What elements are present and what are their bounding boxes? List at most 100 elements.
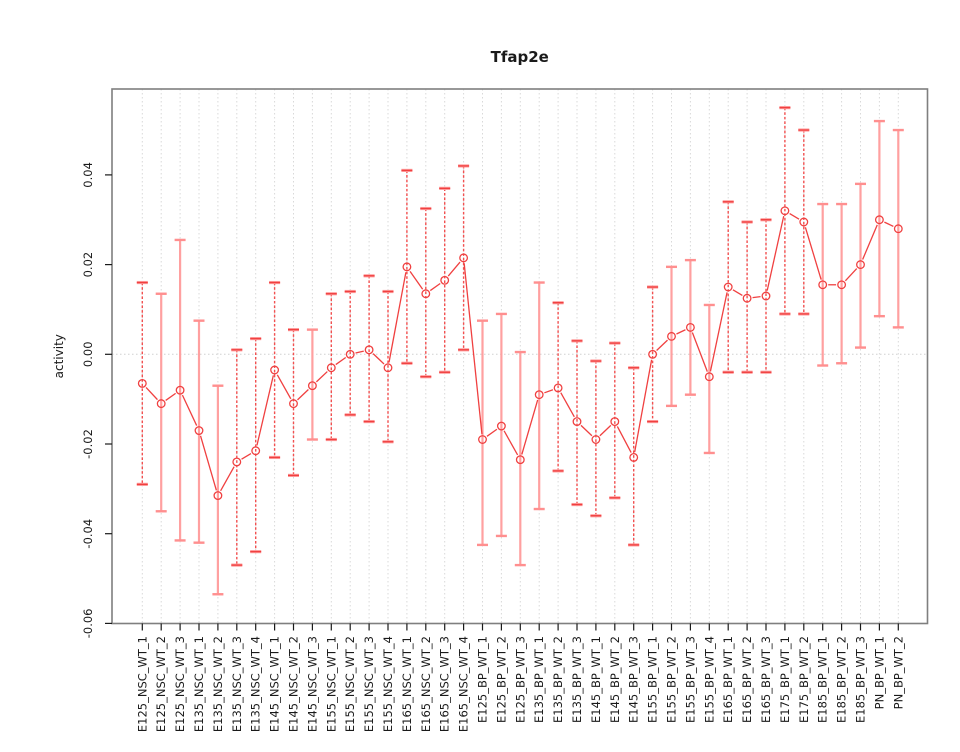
- error-bar: [382, 289, 394, 444]
- line-segment: [355, 350, 364, 354]
- data-point: [893, 224, 903, 234]
- data-point: [402, 262, 412, 272]
- line-segment: [486, 428, 498, 437]
- error-bar: [401, 168, 413, 365]
- data-point: [874, 215, 884, 225]
- x-tick-label: E125_NSC_WT_1: [135, 636, 149, 732]
- line-segment: [199, 435, 217, 491]
- error-bar: [552, 301, 564, 473]
- x-tick-label: E175_BP_WT_2: [797, 636, 811, 723]
- x-tick-label: E135_BP_WT_1: [532, 636, 546, 723]
- data-point: [307, 381, 317, 391]
- error-bar: [873, 119, 885, 318]
- x-tick-label: E155_BP_WT_1: [646, 636, 660, 723]
- y-axis-label: activity: [52, 334, 66, 378]
- data-point: [591, 435, 601, 444]
- y-axis: 0.04 0.02 0.00 -0.02 -0.04 -0.06: [81, 162, 112, 638]
- data-point: [837, 280, 847, 290]
- error-bar: [892, 128, 904, 329]
- line-segment: [447, 261, 461, 277]
- error-bar: [212, 384, 224, 596]
- x-tick-label: E125_BP_WT_1: [476, 636, 490, 723]
- x-tick-label: E185_BP_WT_1: [816, 636, 830, 723]
- x-tick-label: E185_BP_WT_2: [835, 636, 849, 723]
- data-point: [685, 322, 695, 332]
- data-point: [232, 457, 242, 467]
- line-segment: [844, 268, 858, 282]
- error-bar: [193, 319, 205, 544]
- line-segment: [503, 430, 519, 456]
- error-bar: [477, 319, 488, 547]
- data-point: [478, 435, 487, 444]
- data-point: [326, 363, 336, 373]
- line-segment: [616, 426, 632, 453]
- y-tick-label: 0.04: [81, 162, 95, 188]
- x-tick-label: E165_BP_WT_3: [759, 636, 773, 723]
- data-point: [723, 282, 733, 292]
- line-segment: [580, 424, 593, 437]
- data-point: [742, 293, 752, 303]
- tfap2e-plot-canvas: 0.04 0.02 0.00 -0.02 -0.04 -0.06 E125_NSC_WT_1…: [52, 48, 929, 732]
- data-point: [213, 491, 223, 501]
- error-bar: [420, 206, 432, 379]
- x-tick-label: E155_NSC_WT_2: [343, 636, 357, 732]
- line-segment: [429, 282, 441, 292]
- x-tick-label: E145_NSC_WT_1: [268, 636, 282, 732]
- x-tick-label: E175_BP_WT_1: [778, 636, 792, 723]
- error-bar: [798, 128, 810, 316]
- error-bar: [571, 339, 583, 507]
- error-bar: [855, 182, 866, 349]
- error-bar: [647, 285, 659, 424]
- error-bar: [628, 366, 640, 547]
- x-tick-label: E145_BP_WT_3: [627, 636, 641, 723]
- chart-title: Tfap2e: [491, 48, 549, 66]
- line-segment: [220, 466, 235, 492]
- data-point: [459, 253, 469, 263]
- data-point: [610, 417, 620, 427]
- line-segment: [752, 295, 761, 299]
- series-line: [145, 213, 894, 492]
- data-point: [515, 455, 525, 465]
- x-tick-label: E135_NSC_WT_2: [211, 636, 225, 732]
- error-bar: [458, 164, 470, 352]
- line-segment: [634, 359, 653, 453]
- data-point: [156, 399, 166, 409]
- error-bar: [269, 280, 281, 460]
- error-bar: [760, 218, 772, 374]
- line-segment: [276, 374, 292, 400]
- x-tick-label: E145_NSC_WT_2: [287, 636, 301, 732]
- line-segment: [241, 452, 252, 460]
- data-point: [251, 446, 261, 456]
- error-bar: [590, 359, 602, 518]
- x-tick-label: E165_BP_WT_2: [740, 636, 754, 723]
- data-point: [572, 417, 582, 427]
- data-point: [175, 385, 185, 395]
- x-tick-label: E165_NSC_WT_2: [419, 636, 433, 732]
- error-bar: [325, 292, 337, 442]
- error-bar: [684, 258, 696, 396]
- line-segment: [766, 216, 785, 291]
- data-point: [648, 349, 658, 359]
- error-bar: [817, 202, 829, 367]
- x-tick-label: E165_BP_WT_1: [721, 636, 735, 723]
- line-segment: [145, 387, 158, 401]
- x-tick-label: E135_NSC_WT_3: [230, 636, 244, 732]
- line-segment: [656, 339, 668, 351]
- error-bar: [250, 337, 262, 554]
- x-tick-label: E155_NSC_WT_1: [324, 636, 338, 732]
- error-bars: [136, 106, 904, 596]
- x-tick-label: E145_BP_WT_1: [589, 636, 603, 723]
- line-segment: [165, 392, 176, 401]
- line-segment: [181, 394, 198, 426]
- y-tick-label: 0.00: [81, 341, 95, 367]
- line-segment: [884, 221, 894, 227]
- y-tick-label: -0.06: [81, 609, 95, 639]
- error-bar: [533, 281, 545, 511]
- x-tick-label: E125_BP_WT_2: [494, 636, 508, 723]
- x-tick-label: PN_BP_WT_2: [891, 636, 905, 709]
- data-point: [383, 363, 393, 373]
- x-tick-label: E165_NSC_WT_3: [438, 636, 452, 732]
- line-segment: [676, 329, 686, 335]
- line-segment: [862, 224, 878, 260]
- data-point: [667, 331, 676, 341]
